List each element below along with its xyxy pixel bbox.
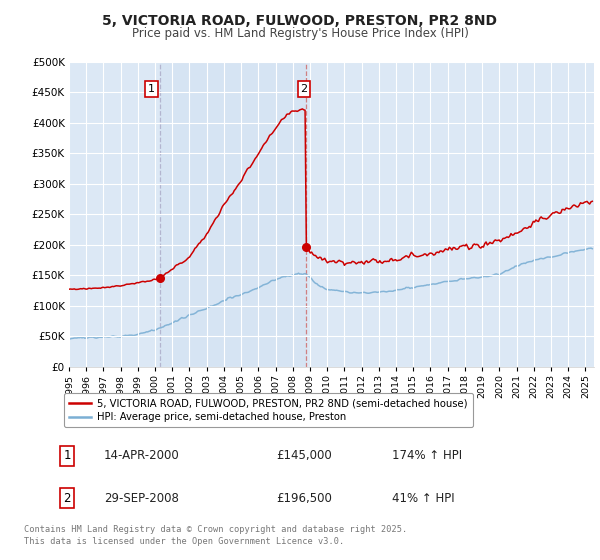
Text: £196,500: £196,500 <box>276 492 332 505</box>
Text: 29-SEP-2008: 29-SEP-2008 <box>104 492 179 505</box>
Text: 1: 1 <box>148 84 155 94</box>
Legend: 5, VICTORIA ROAD, FULWOOD, PRESTON, PR2 8ND (semi-detached house), HPI: Average : 5, VICTORIA ROAD, FULWOOD, PRESTON, PR2 … <box>64 393 473 427</box>
Text: 2: 2 <box>301 84 308 94</box>
Text: £145,000: £145,000 <box>276 449 332 463</box>
Text: 174% ↑ HPI: 174% ↑ HPI <box>392 449 462 463</box>
Text: Contains HM Land Registry data © Crown copyright and database right 2025.
This d: Contains HM Land Registry data © Crown c… <box>24 525 407 546</box>
Text: 41% ↑ HPI: 41% ↑ HPI <box>392 492 455 505</box>
Text: 5, VICTORIA ROAD, FULWOOD, PRESTON, PR2 8ND: 5, VICTORIA ROAD, FULWOOD, PRESTON, PR2 … <box>103 14 497 28</box>
Bar <box>160 62 305 367</box>
Text: Price paid vs. HM Land Registry's House Price Index (HPI): Price paid vs. HM Land Registry's House … <box>131 27 469 40</box>
Text: 1: 1 <box>64 449 71 463</box>
Text: 14-APR-2000: 14-APR-2000 <box>104 449 180 463</box>
Text: 2: 2 <box>64 492 71 505</box>
